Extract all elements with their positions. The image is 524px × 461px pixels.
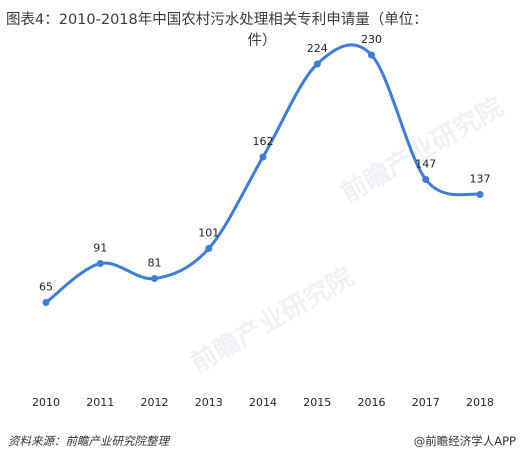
data-point: [313, 60, 321, 68]
data-point: [96, 260, 104, 267]
x-tick-label: 2010: [32, 396, 60, 409]
x-tick-label: 2015: [303, 396, 331, 409]
x-tick-label: 2014: [249, 396, 277, 409]
data-point: [259, 153, 267, 161]
title-line-2: 件）: [247, 33, 277, 49]
x-axis: 2010 2011 2012 2013 2014 2015 2016 2017 2018: [32, 396, 494, 409]
series-line: [45, 43, 481, 304]
data-label: 147: [415, 158, 436, 171]
data-label: 162: [253, 135, 274, 148]
data-label: 224: [307, 42, 328, 55]
x-tick-label: 2018: [466, 396, 494, 409]
data-point: [205, 245, 213, 252]
data-label: 137: [470, 173, 491, 186]
data-label: 101: [198, 227, 219, 240]
x-tick-label: 2011: [86, 396, 114, 409]
title-line-1: 图表4：2010-2018年中国农村污水处理相关专利申请量（单位：: [6, 12, 428, 28]
data-label: 230: [361, 33, 382, 46]
x-tick-label: 2013: [195, 396, 223, 409]
source-note: 资料来源：前瞻产业研究院整理: [8, 434, 169, 448]
data-label: 91: [93, 242, 107, 255]
data-point: [368, 51, 375, 59]
data-point: [151, 275, 158, 282]
x-tick-label: 2017: [412, 396, 440, 409]
plot-area: 65 91 81 101 162 224 230 147 137: [39, 33, 491, 306]
x-tick-label: 2016: [358, 396, 386, 409]
data-point: [476, 191, 484, 198]
brand-label: @前瞻经济学人APP: [413, 434, 516, 448]
data-point: [42, 299, 50, 306]
data-label: 65: [39, 281, 53, 294]
x-tick-label: 2012: [141, 396, 169, 409]
data-label: 81: [148, 257, 162, 270]
chart-title: 图表4：2010-2018年中国农村污水处理相关专利申请量（单位： 件）: [6, 10, 518, 52]
data-point: [422, 176, 430, 183]
